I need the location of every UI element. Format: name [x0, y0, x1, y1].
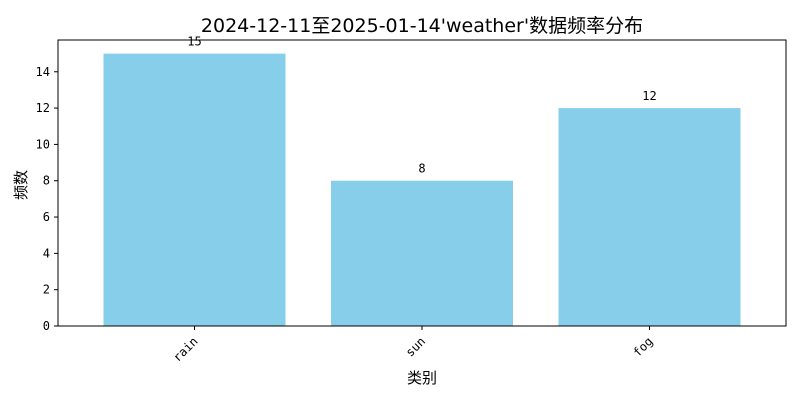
data-label-fog: 12	[642, 89, 656, 103]
y-tick-label-0: 0	[43, 319, 50, 333]
chart-title: 2024-12-11至2025-01-14'weather'数据频率分布	[201, 15, 643, 37]
y-tick-label-14: 14	[36, 65, 50, 79]
plot-area: 15 8 12 0 2 4 6 8 10 12 14 rain sun fog	[36, 35, 787, 365]
y-tick-label-8: 8	[43, 174, 50, 188]
data-label-rain: 15	[187, 35, 201, 49]
x-tick-label-rain: rain	[170, 334, 200, 364]
y-tick-label-6: 6	[43, 210, 50, 224]
y-tick-label-2: 2	[43, 283, 50, 297]
x-tick-label-sun: sun	[403, 334, 428, 359]
y-tick-label-12: 12	[36, 101, 50, 115]
bar-sun	[331, 180, 513, 326]
x-axis-label: 类别	[407, 369, 437, 387]
bar-fog	[558, 108, 741, 326]
y-tick-label-10: 10	[36, 137, 50, 151]
y-tick-label-4: 4	[43, 246, 50, 260]
data-label-sun: 8	[418, 162, 425, 176]
y-axis-label: 频数	[12, 170, 30, 200]
bar-rain	[103, 53, 286, 326]
x-tick-label-fog: fog	[630, 334, 655, 359]
